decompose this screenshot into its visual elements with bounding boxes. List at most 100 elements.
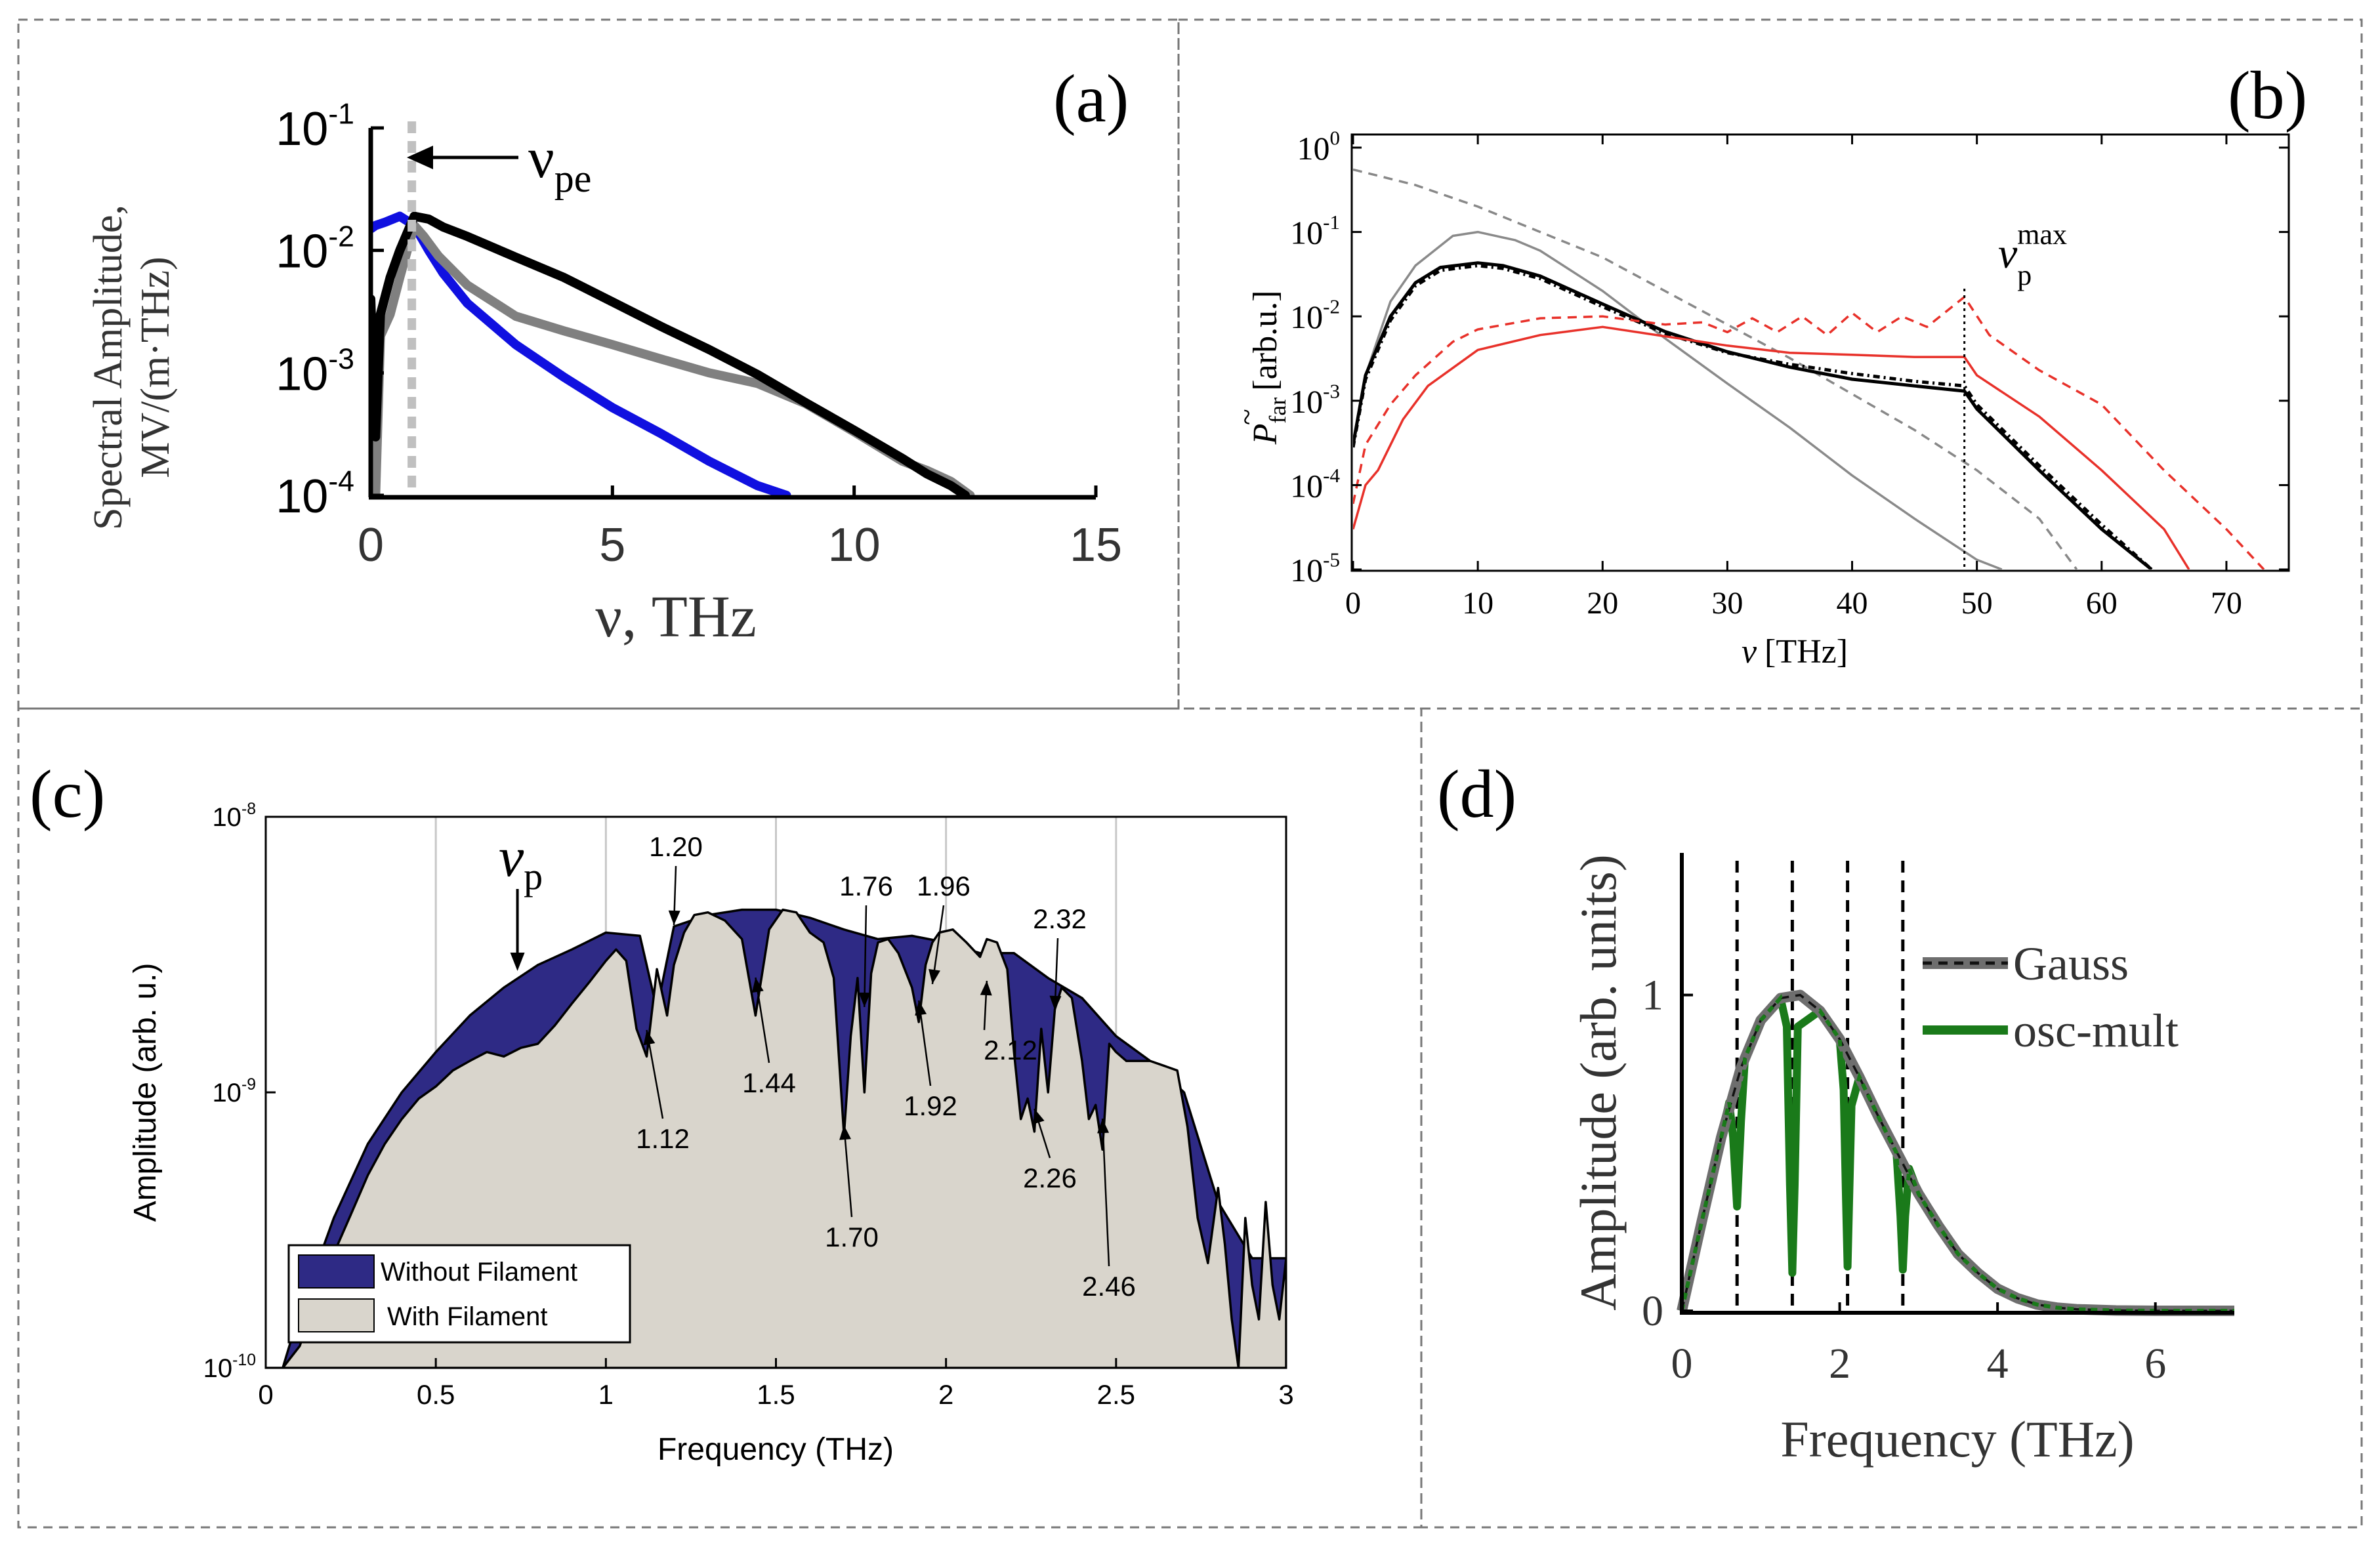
panel-c-x-tick-label: 0: [258, 1379, 273, 1410]
panel-c-vp-label: vp: [499, 825, 543, 897]
panel-b-y-label: Pfar[arb.u.] ~: [1230, 291, 1291, 445]
panel-b-x-tick-label: 40: [1837, 586, 1868, 621]
panel-d-x-tick-label: 2: [1829, 1340, 1850, 1388]
panel-a-y-tick-label: 10-3: [276, 343, 354, 400]
legend-label-gauss: Gauss: [2013, 938, 2129, 990]
panel-c-x-tick-label: 1.5: [757, 1379, 795, 1410]
panel-c-chart: 0 0.5 1 1.5 2 2.5 3 10-10 10-9 10-8 1.20 1.76 1.96 2…: [128, 800, 1294, 1467]
panel-d-y-tick-label: 0: [1642, 1287, 1663, 1335]
legend-swatch-with-filament: [298, 1298, 375, 1332]
panel-d-legend: Gauss osc-mult: [1923, 938, 2179, 1057]
panel-c-vp-arrowhead: [510, 953, 525, 971]
panel-a-arrowhead: [407, 146, 433, 169]
panel-c-x-tick-label: 3: [1278, 1379, 1293, 1410]
panel-c-x-tick-label: 2: [938, 1379, 953, 1410]
panel-c-marker-arrow: [1101, 1118, 1110, 1267]
panel-c-marker-arrowhead: [1033, 1109, 1045, 1124]
panel-c-marker-label-1.20: 1.20: [649, 831, 703, 862]
panel-b-y-tick-label: 10-4: [1290, 464, 1340, 505]
panel-b-x-label: ν [THz]: [1742, 633, 1848, 670]
panel-c-marker-label-1.92: 1.92: [904, 1090, 957, 1121]
panel-b-y-tick-label: 10-3: [1290, 379, 1340, 420]
panel-b-chart: 0 10 20 30 40 50 60 70 10-5 10-4 10-3 10-2 10-1 100 ν…: [1230, 127, 2290, 670]
panel-a-series-gray: [371, 220, 975, 495]
panel-a-y-tick-label: 10-2: [276, 220, 354, 278]
panel-a-y-label-line1: Spectral Amplitude,: [86, 205, 131, 530]
panel-c-legend: Without Filament With Filament: [287, 1244, 631, 1344]
panel-c-marker-arrowhead: [858, 992, 871, 1007]
panel-b-series-gray-dashed: [1353, 168, 2078, 569]
panel-b-x-tick-label: 30: [1711, 586, 1743, 621]
panel-a-y-tick-label: 10-4: [276, 466, 354, 523]
panel-b-letter: (b): [2228, 58, 2307, 133]
panel-c-marker-arrowhead: [1049, 995, 1062, 1010]
panel-b-x-tick-label: 60: [2086, 586, 2118, 621]
panel-c-marker-label-1.76: 1.76: [839, 871, 893, 901]
panel-c-marker-label-1.12: 1.12: [636, 1123, 690, 1154]
panel-c-y-tick-label: 10-8: [212, 800, 256, 832]
panel-c-marker-label-2.26: 2.26: [1023, 1163, 1077, 1193]
panel-a-y-tick-label: 10-1: [276, 98, 354, 155]
panel-c-marker-arrowhead: [668, 910, 680, 925]
panel-d-x-label: Frequency (THz): [1780, 1411, 2134, 1468]
panel-b-series-red-dashed: [1353, 295, 2265, 569]
panel-c-marker-arrowhead: [643, 1030, 656, 1046]
panel-a-x-label: ν, THz: [595, 585, 757, 650]
panel-d-chart: 0 2 4 6 0 1 Frequency (THz) Amplitude (arb. u…: [1570, 853, 2234, 1468]
panel-b-y-tick-label: 10-5: [1290, 548, 1340, 589]
panel-a-y-label-line2: MV/(m·THz): [133, 257, 178, 478]
legend-label-without-filament: Without Filament: [381, 1258, 577, 1287]
panel-b-x-tick-label: 0: [1345, 586, 1361, 621]
panel-c-marker-arrowhead: [980, 981, 992, 996]
panel-c-marker-arrow: [843, 1124, 853, 1218]
panel-a-frame: [17, 18, 1180, 710]
panel-a-letter: (a): [1053, 61, 1129, 136]
panel-c-letter: (c): [30, 756, 105, 832]
panel-a-x-tick-label: 0: [358, 519, 384, 571]
panel-c-marker-label-1.96: 1.96: [917, 871, 971, 901]
panel-b-series-red-solid: [1353, 325, 2190, 569]
panel-c-marker-arrow: [864, 905, 867, 1008]
panel-c-y-tick-label: 10-9: [212, 1076, 256, 1107]
panel-c-y-tick-label: 10-10: [203, 1351, 256, 1383]
panel-c-marker-arrowhead: [751, 978, 764, 993]
panel-b-tilde: ~: [1230, 409, 1263, 425]
panel-a-x-tick-label: 10: [828, 519, 881, 571]
panel-c-marker-label-1.44: 1.44: [742, 1067, 796, 1098]
panel-d-letter: (d): [1437, 756, 1516, 832]
panel-b-axes-box: [1350, 133, 2290, 572]
panel-d-y-label: Amplitude (arb. units): [1570, 854, 1627, 1310]
panel-b-series-black-solid: [1353, 261, 2153, 569]
panel-d-x-tick-label: 0: [1671, 1340, 1693, 1388]
panel-d-frame: [1420, 707, 2363, 1529]
panel-b-y-tick-label: 10-1: [1290, 211, 1340, 251]
panel-a-chart: 0 5 10 15 10-4 10-3 10-2 10-1 Spectral Amplitud…: [86, 98, 1122, 650]
panel-c-x-tick-label: 0.5: [417, 1379, 455, 1410]
panel-a-y-label: Spectral Amplitude, MV/(m·THz): [86, 205, 178, 530]
panel-b-series-gray-solid: [1353, 230, 2003, 569]
panel-a-vpe-label: νpe: [528, 127, 591, 200]
legend-label-osc-mult: osc-mult: [2013, 1004, 2179, 1057]
panel-frames: [17, 18, 2363, 1529]
panel-a-x-tick-label: 15: [1070, 519, 1122, 571]
panel-a-series-blue: [371, 211, 791, 495]
panel-b-vmax-label: νpmax: [1998, 218, 2067, 291]
panel-c-marker-arrowhead: [915, 1000, 927, 1016]
panel-d-y-tick-label: 1: [1642, 972, 1663, 1020]
panel-c-marker-label-2.32: 2.32: [1033, 903, 1087, 934]
panel-c-marker-label-2.46: 2.46: [1082, 1271, 1136, 1302]
panel-c-y-label: Amplitude (arb. u.): [128, 963, 163, 1222]
panel-b-y-tick-label: 100: [1297, 127, 1341, 167]
legend-label-with-filament: With Filament: [387, 1302, 548, 1331]
legend-swatch-without-filament: [298, 1254, 375, 1289]
panel-b-x-tick-label: 70: [2211, 586, 2242, 621]
panel-a-annotation: νpe: [407, 121, 591, 493]
panel-c-marker-label-2.12: 2.12: [984, 1035, 1037, 1065]
panel-b-y-tick-label: 10-2: [1290, 295, 1340, 336]
panel-c-marker-arrowhead: [1097, 1119, 1110, 1134]
panel-b-series-black-dashdot: [1353, 264, 2153, 569]
panel-c-marker-arrowhead: [839, 1125, 851, 1140]
panel-a-x-tick-label: 5: [599, 519, 625, 571]
panel-c-x-tick-label: 1: [598, 1379, 614, 1410]
